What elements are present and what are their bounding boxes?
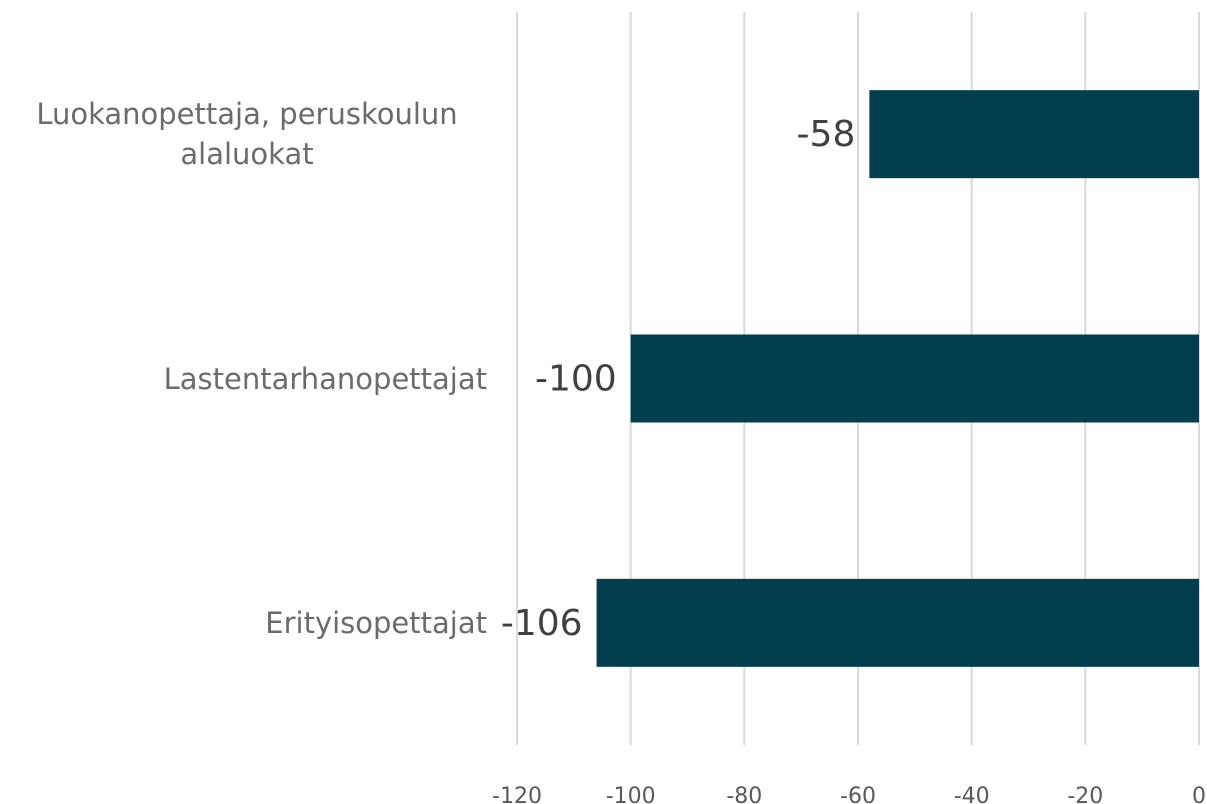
data-label: -100 bbox=[535, 359, 617, 400]
bar bbox=[630, 334, 1199, 423]
category-label-box: Luokanopettaja, peruskoulun alaluokat bbox=[7, 94, 487, 174]
x-tick-label: -100 bbox=[606, 784, 656, 804]
bar bbox=[869, 90, 1199, 179]
y-tick-label: Lastentarhanopettajat bbox=[163, 361, 487, 396]
data-label: -58 bbox=[797, 114, 856, 155]
category-label-box: Lastentarhanopettajat bbox=[7, 359, 487, 399]
x-tick-label: -60 bbox=[840, 784, 876, 804]
x-tick-label: -40 bbox=[954, 784, 990, 804]
y-tick-label: Erityisopettajat bbox=[265, 605, 487, 640]
data-label: -106 bbox=[501, 603, 583, 644]
x-tick-label: -20 bbox=[1067, 784, 1103, 804]
category-label-box: Erityisopettajat bbox=[7, 603, 487, 643]
x-tick-label: -120 bbox=[492, 784, 542, 804]
x-tick-label: -80 bbox=[726, 784, 762, 804]
bar bbox=[596, 578, 1199, 667]
y-tick-label: Luokanopettaja, peruskoulun alaluokat bbox=[36, 97, 458, 172]
x-tick-label: 0 bbox=[1192, 784, 1206, 804]
